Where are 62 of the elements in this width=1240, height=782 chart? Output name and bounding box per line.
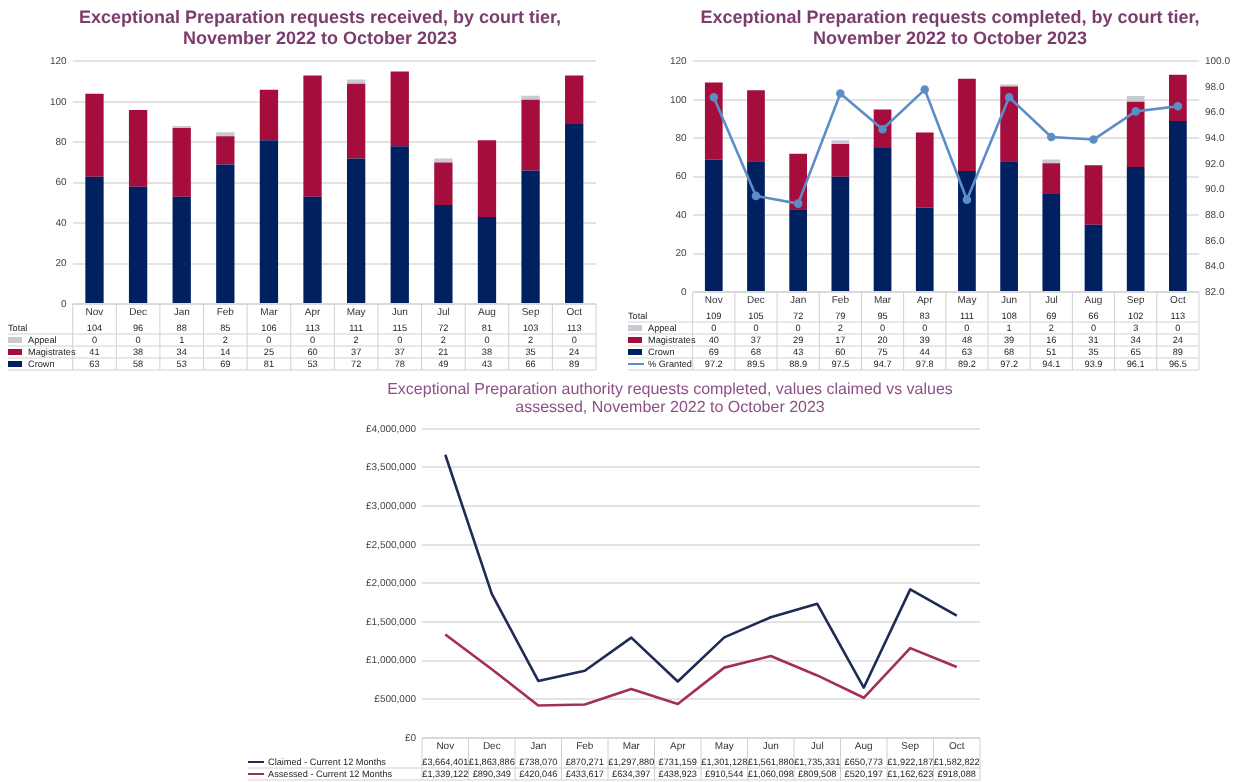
point [1004, 92, 1014, 102]
point [878, 125, 887, 134]
bar [521, 170, 540, 303]
bar [1042, 163, 1061, 194]
point [793, 199, 803, 208]
bar [85, 93, 104, 177]
bar [958, 170, 976, 291]
bar [1126, 95, 1145, 102]
bar [789, 209, 808, 291]
bar [172, 128, 191, 197]
bar [565, 75, 584, 125]
bar [434, 204, 453, 303]
bar [303, 75, 322, 197]
bar [1000, 86, 1018, 162]
bar [259, 89, 279, 141]
bar [1084, 224, 1103, 291]
chart-title: Exceptional Preparation requests received, by court tier, November 2022 to October 2023 [78, 7, 562, 49]
bar [1000, 161, 1018, 291]
bar [346, 83, 366, 159]
bar [477, 217, 497, 303]
bar [303, 196, 322, 303]
point [709, 92, 719, 102]
bar [873, 147, 892, 291]
bar [1126, 101, 1145, 168]
bar [831, 176, 850, 291]
bar [216, 136, 235, 165]
bar [128, 109, 148, 187]
bar [1042, 194, 1061, 291]
bar [259, 140, 279, 303]
bar [1126, 167, 1145, 291]
bar [390, 71, 409, 147]
bar [704, 82, 723, 160]
point [962, 195, 972, 205]
point [920, 85, 930, 94]
bar [216, 164, 235, 303]
bar [346, 158, 366, 303]
point [836, 89, 845, 98]
bar [128, 186, 148, 303]
bar [521, 99, 540, 171]
point [1173, 101, 1183, 111]
bar [747, 90, 765, 162]
bar [704, 159, 723, 291]
bar [434, 162, 453, 205]
bar [831, 144, 850, 177]
bar [390, 146, 409, 303]
bar [172, 196, 191, 303]
point [1131, 107, 1140, 116]
point [1089, 135, 1098, 144]
chart-title: Exceptional Preparation authority requests completed, values claimed vs values assessed, November 2022 to October 2023 [387, 379, 953, 417]
bar [1169, 74, 1187, 121]
bar [915, 132, 934, 208]
bar [1084, 165, 1103, 225]
bar [565, 124, 584, 303]
bar [915, 207, 934, 291]
bar [747, 161, 765, 291]
point [1047, 132, 1056, 142]
bar [958, 78, 976, 171]
bar [1169, 120, 1187, 291]
bar [85, 176, 104, 303]
point [751, 191, 761, 201]
chart-title: Exceptional Preparation requests completed, by court tier, November 2022 to October 2023 [700, 7, 1200, 49]
bar [477, 140, 497, 218]
